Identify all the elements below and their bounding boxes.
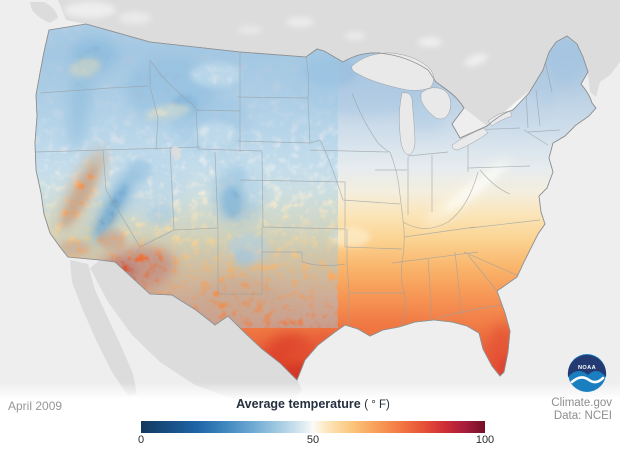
lake-michigan	[399, 92, 416, 156]
map-svg: NOAA	[0, 0, 620, 398]
noaa-seagull-icon	[570, 376, 605, 384]
noaa-logo: NOAA	[567, 354, 607, 392]
lake-huron	[420, 87, 451, 120]
legend-units: ( ° F)	[364, 399, 390, 411]
lake-ontario	[487, 110, 513, 127]
colorbar	[141, 421, 485, 433]
baja-california	[70, 260, 137, 396]
us-outline	[34, 23, 597, 381]
source-data: Data: NCEI	[553, 410, 612, 422]
date-label: April 2009	[8, 399, 63, 413]
legend-title-text: Average temperature	[236, 397, 361, 411]
legend-title: Average temperature ( ° F)	[141, 397, 485, 411]
vancouver-island	[30, 2, 58, 23]
source-attribution: Climate.gov Data: NCEI	[551, 397, 612, 423]
mexico-landmass	[70, 260, 302, 398]
colorbar-tick-mid: 50	[306, 434, 320, 446]
map-bottom-fade	[0, 382, 620, 398]
canada-landmass	[28, 0, 620, 126]
great-lakes	[351, 52, 513, 156]
source-site: Climate.gov	[551, 397, 612, 409]
lake-erie	[451, 127, 489, 151]
colorbar-tick-min: 0	[137, 434, 145, 446]
noaa-logo-text: NOAA	[578, 365, 596, 371]
great-salt-lake	[171, 146, 181, 160]
us-temperature-map: NOAA	[0, 0, 620, 398]
noaa-logo-bird-field	[567, 355, 607, 377]
colorbar-tick-max: 100	[475, 434, 495, 446]
state-borders	[35, 52, 561, 331]
